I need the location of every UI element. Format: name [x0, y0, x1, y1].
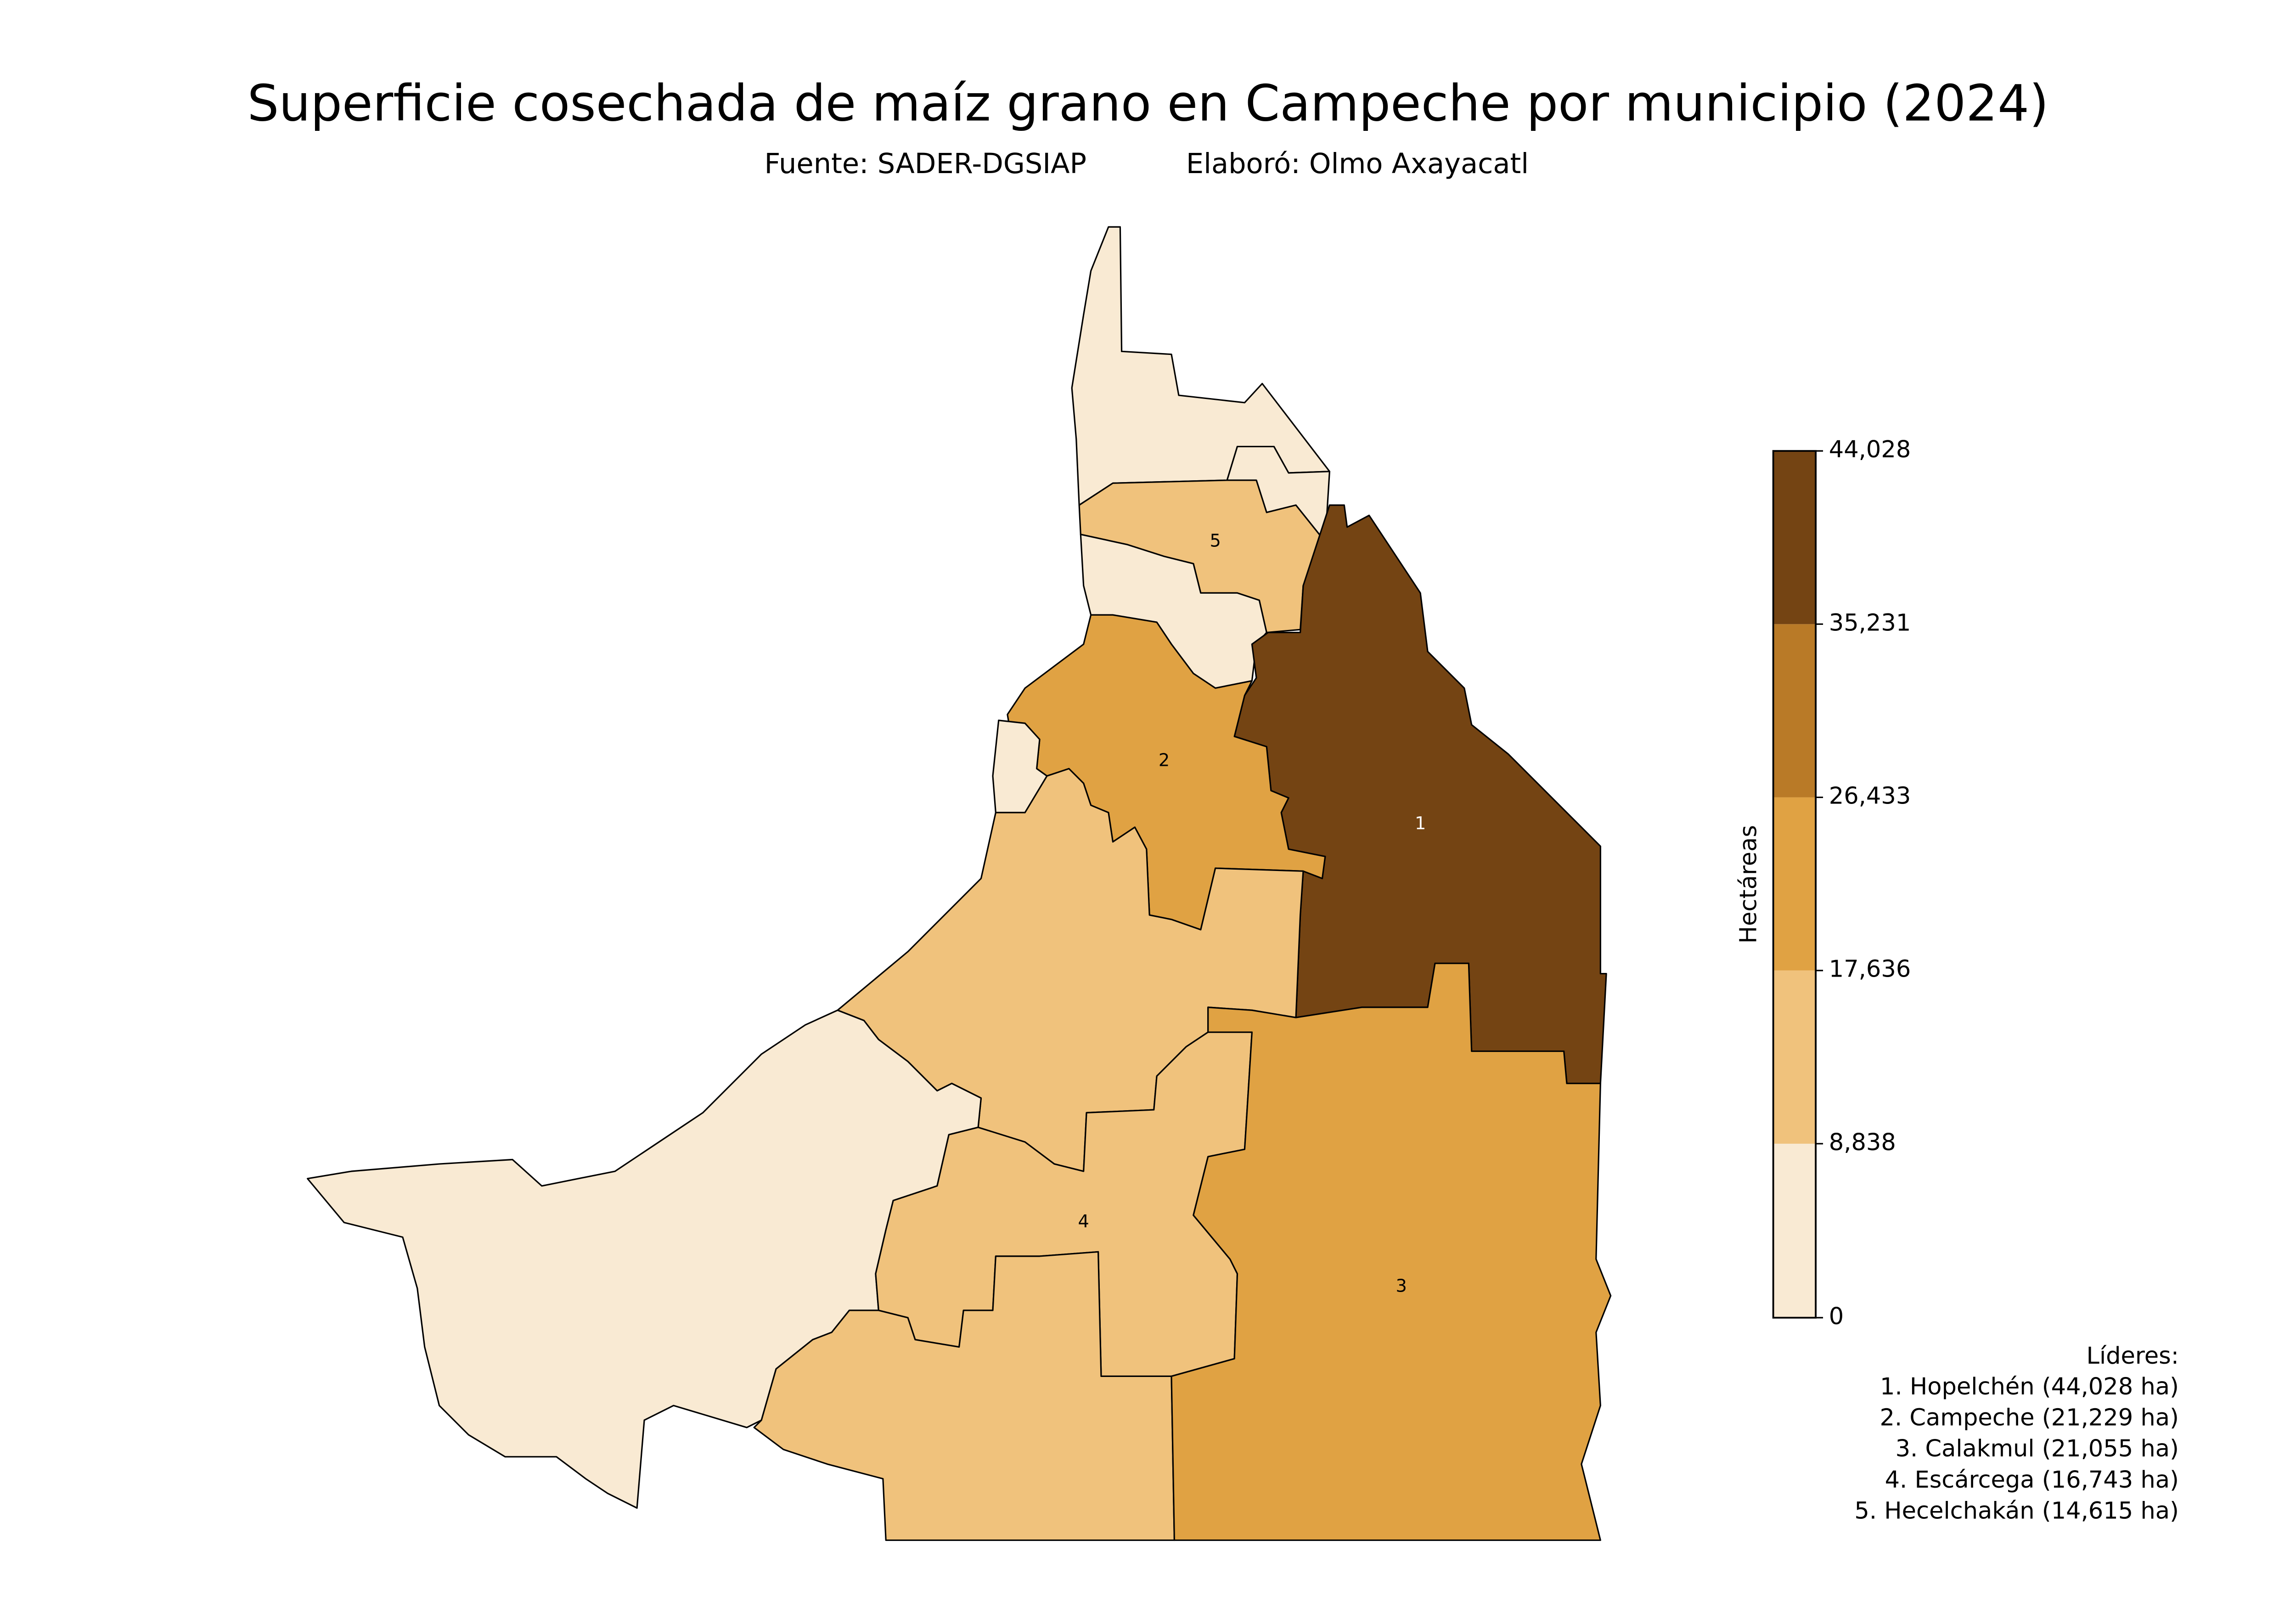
leader-entry: 5. Hecelchakán (14,615 ha) — [1854, 1497, 2178, 1524]
colorbar-segment — [1773, 797, 1816, 971]
region-label: 4 — [1078, 1211, 1089, 1232]
region-label: 5 — [1210, 530, 1221, 551]
colorbar-tick-label: 26,433 — [1829, 783, 1911, 810]
colorbar-segment — [1773, 970, 1816, 1144]
colorbar-tick-label: 35,231 — [1829, 609, 1911, 636]
colorbar-tick-label: 17,636 — [1829, 956, 1911, 983]
municipality — [1071, 226, 1331, 506]
regions: 5 1 2 4 3 — [307, 226, 1612, 1541]
leader-entry: 1. Hopelchén (44,028 ha) — [1880, 1373, 2179, 1400]
colorbar-tick-label: 44,028 — [1829, 436, 1911, 463]
colorbar-frame — [1772, 450, 1817, 1319]
leaders: 1. Hopelchén (44,028 ha) 2. Campeche (21,… — [1854, 1373, 2178, 1524]
title: Superficie cosechada de maíz grano en Ca… — [248, 74, 2049, 133]
colorbar-tick-label: 8,838 — [1829, 1129, 1896, 1156]
region-label: 3 — [1396, 1275, 1407, 1296]
colorbar-tick-label: 0 — [1829, 1303, 1844, 1330]
author: Elaboró: Olmo Axayacatl — [1186, 148, 1529, 180]
leaders-title: Líderes: — [2087, 1343, 2179, 1370]
municipality — [1171, 962, 1612, 1541]
source: Fuente: SADER-DGSIAP — [765, 148, 1087, 180]
colorbar-segment — [1773, 451, 1816, 624]
region-label: 2 — [1159, 750, 1170, 771]
leader-entry: 2. Campeche (21,229 ha) — [1880, 1405, 2179, 1432]
region-label: 1 — [1415, 813, 1426, 834]
leader-entry: 3. Calakmul (21,055 ha) — [1896, 1435, 2179, 1462]
colorbar-segment — [1773, 624, 1816, 798]
colorbar-segment — [1773, 1143, 1816, 1318]
colorbar-label: Hectáreas — [1735, 825, 1762, 944]
leader-entry: 4. Escárcega (16,743 ha) — [1885, 1467, 2179, 1494]
colorbar: 0 8,838 17,636 26,433 35,231 44,028 — [1772, 436, 1911, 1330]
